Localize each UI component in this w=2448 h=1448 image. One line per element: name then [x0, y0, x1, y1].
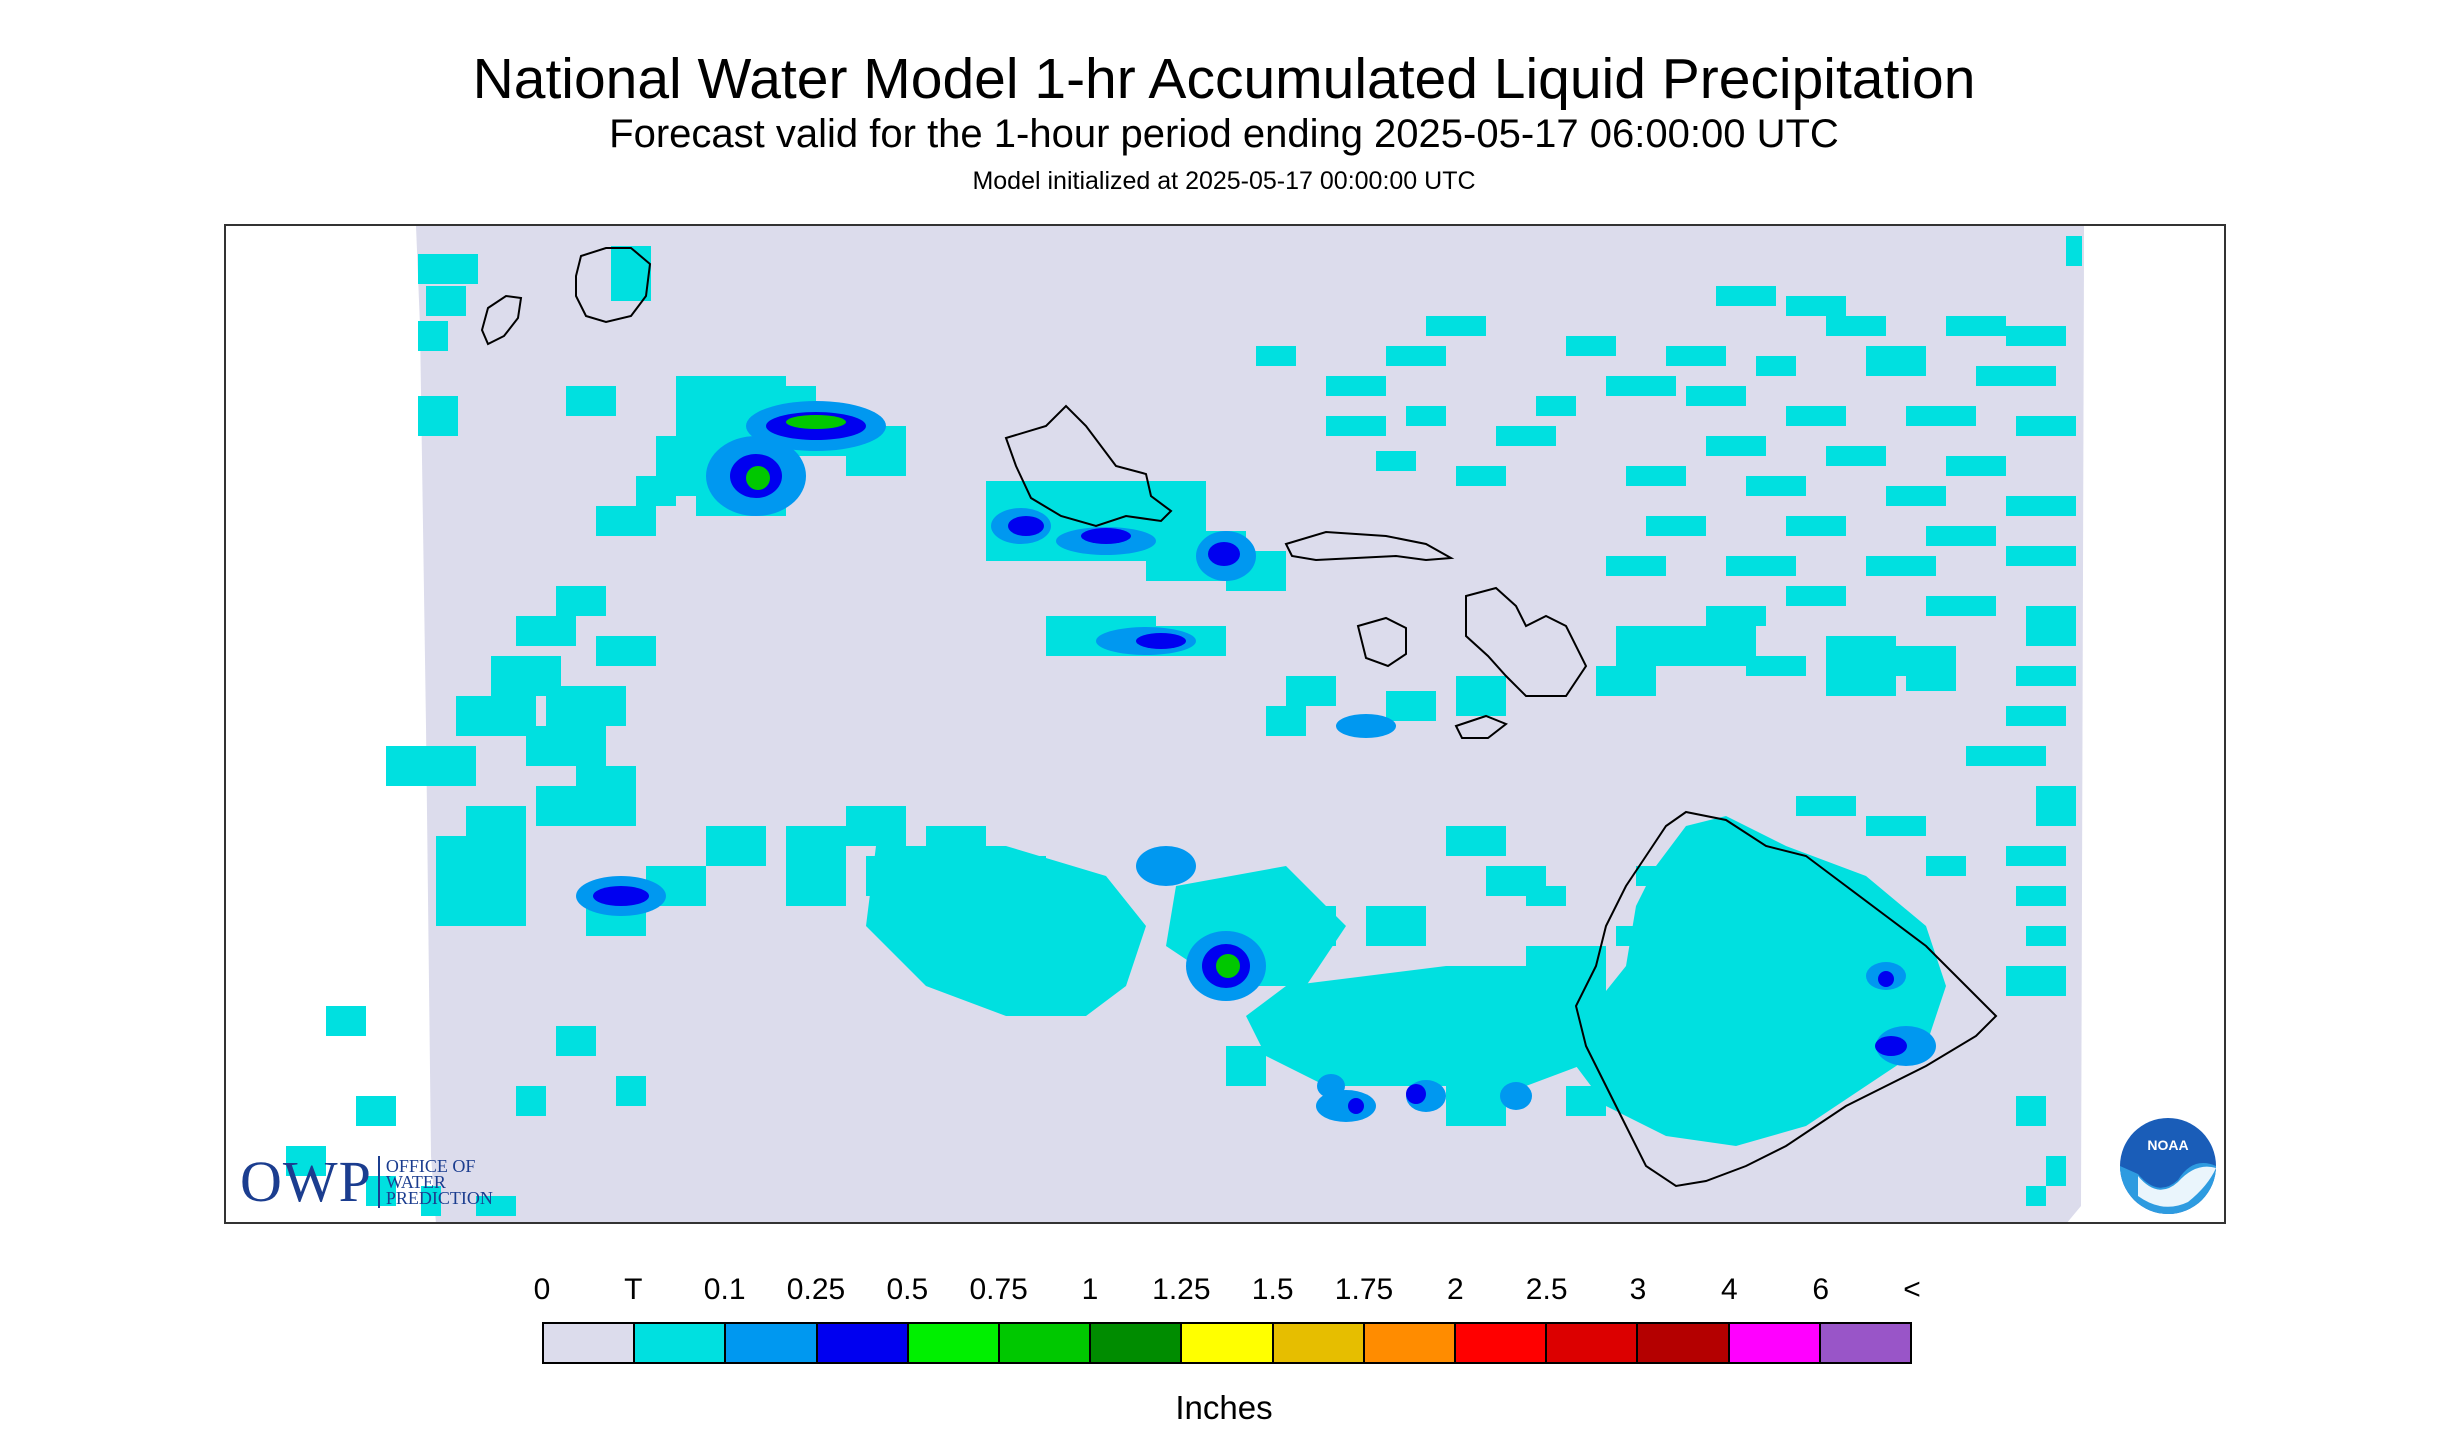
page-subtitle: Forecast valid for the 1-hour period end…: [609, 112, 1839, 156]
legend-swatch: [1273, 1324, 1365, 1362]
legend-label: 2: [1446, 1273, 1464, 1306]
coastlines: [480, 247, 1998, 1188]
owp-line-3: PREDICTION: [385, 1188, 493, 1208]
legend-label: 1.5: [1251, 1273, 1294, 1306]
legend-colorbar: [542, 1322, 1912, 1364]
island-oahu: [1004, 404, 1173, 528]
legend-label: 2.5: [1525, 1273, 1568, 1306]
legend-swatch: [1820, 1324, 1911, 1362]
precipitation-map: [224, 224, 2226, 1224]
island-molokai: [1284, 530, 1455, 562]
legend-swatch: [544, 1324, 636, 1362]
owp-logo-text: OWP: [240, 1149, 372, 1214]
island-lanai: [1356, 616, 1407, 668]
legend-swatch: [1000, 1324, 1092, 1362]
legend-label: T: [624, 1273, 643, 1306]
legend-swatch: [1364, 1324, 1457, 1362]
legend-label: 4: [1720, 1273, 1738, 1306]
legend-swatch: [635, 1324, 727, 1362]
island-kahoolawe: [1454, 714, 1508, 739]
legend-swatch: [726, 1324, 818, 1362]
legend-swatch: [1547, 1324, 1639, 1362]
owp-line-1: OFFICE OF: [385, 1156, 476, 1176]
noaa-logo-text: NOAA: [2147, 1137, 2188, 1153]
trace-precip-areas: [286, 236, 2082, 1216]
island-hawaii: [1574, 810, 1998, 1188]
legend-swatch: [908, 1324, 1001, 1362]
heavy-precip-areas: [746, 415, 1240, 978]
legend-swatch: [1182, 1324, 1274, 1362]
legend-swatch: [1091, 1324, 1183, 1362]
legend-label: 0.75: [969, 1273, 1028, 1306]
legend-label: 0: [533, 1273, 551, 1306]
page-title: National Water Model 1-hr Accumulated Li…: [472, 47, 1976, 111]
legend-label: 1.25: [1152, 1273, 1211, 1306]
map-canvas: [286, 226, 2084, 1222]
owp-line-2: WATER: [385, 1172, 446, 1192]
legend-label: 6: [1812, 1273, 1829, 1306]
legend-label: 0.5: [886, 1273, 929, 1306]
island-niihau: [480, 294, 523, 346]
legend-label: <: [1903, 1273, 1921, 1306]
legend-labels: 0 T 0.1 0.25 0.5 0.75 1 1.25 1.5 1.75 2 2.5 3 4 6 <: [0, 1272, 2448, 1312]
legend-swatch: [1729, 1324, 1821, 1362]
legend-label: 1: [1081, 1273, 1099, 1306]
legend-units: Inches: [1175, 1389, 1273, 1426]
owp-logo-subtitle: OFFICE OF WATER PREDICTION: [385, 1156, 493, 1208]
noaa-logo: NOAA: [2120, 1118, 2216, 1214]
island-kauai: [575, 247, 652, 324]
legend-label: 3: [1629, 1273, 1647, 1306]
owp-logo-divider: [377, 1156, 380, 1208]
legend-label: 0.1: [703, 1273, 746, 1306]
model-init-time: Model initialized at 2025-05-17 00:00:00…: [972, 167, 1476, 195]
legend-swatch: [817, 1324, 909, 1362]
legend-swatch: [1638, 1324, 1730, 1362]
island-maui: [1465, 586, 1588, 697]
legend-swatch: [1456, 1324, 1548, 1362]
owp-logo: OWP OFFICE OF WATER PREDICTION: [240, 1152, 493, 1212]
legend-label: 0.25: [786, 1273, 846, 1306]
legend-label: 1.75: [1334, 1273, 1394, 1306]
